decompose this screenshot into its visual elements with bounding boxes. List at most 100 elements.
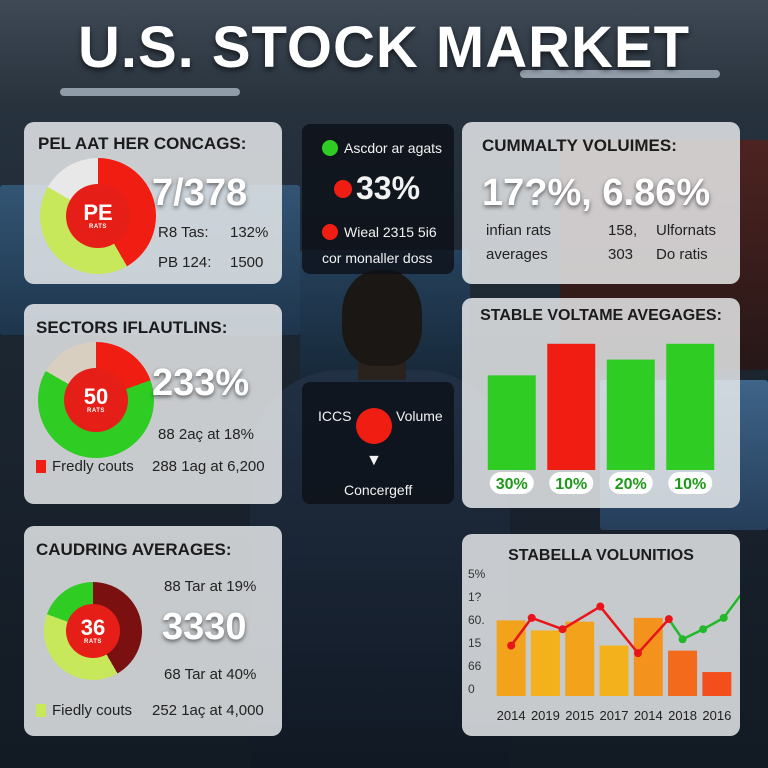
bar bbox=[487, 375, 536, 470]
y-tick-label: 60. bbox=[468, 613, 485, 627]
page-title: U.S. STOCK MARKET bbox=[77, 15, 691, 80]
center-mid-footer: Concergeff bbox=[344, 482, 413, 498]
bar-label-pill bbox=[489, 472, 534, 494]
pe-donut-label: PE bbox=[83, 200, 113, 225]
line-segment bbox=[637, 618, 670, 654]
bar-label-pill bbox=[668, 472, 713, 494]
averages-donut-center: 36 RATS bbox=[66, 604, 120, 658]
stabella-chart-panel: STABELLA VOLUNITIOS 2014 2019 2015 2017 2014… bbox=[462, 534, 740, 736]
center-stats-panel: Ascdor ar agats 33% Wieal 2315 5i6 cor m… bbox=[302, 124, 454, 274]
x-tick-label: 2018 bbox=[668, 708, 697, 723]
sectors-big-value: 233% bbox=[152, 362, 250, 404]
sectors-panel-title: SECTORS IFLAUTLINS: bbox=[36, 318, 228, 337]
down-arrow-icon: ▼ bbox=[366, 452, 382, 469]
line-point bbox=[634, 649, 642, 658]
volumes-row-1-c: Ulfornats bbox=[656, 222, 717, 239]
x-tick-label: 2014 bbox=[634, 708, 663, 723]
stabella-combo-chart: STABELLA VOLUNITIOS 2014 2019 2015 2017 2014… bbox=[468, 547, 740, 723]
sectors-donut-label: 50 bbox=[83, 384, 109, 409]
averages-big-value: 3330 bbox=[162, 606, 247, 648]
volumes-row-1-a: infian rats bbox=[486, 222, 552, 239]
center-footer: cor monaller doss bbox=[322, 250, 433, 266]
sectors-legend-value: 288 1ag at 6,200 bbox=[152, 458, 265, 475]
averages-legend-swatch bbox=[36, 704, 46, 717]
y-tick-label: 66 bbox=[468, 659, 482, 673]
bar bbox=[599, 645, 629, 696]
pe-row-1-value: 132% bbox=[230, 224, 269, 241]
averages-legend-value: 252 1aç at 4,000 bbox=[152, 702, 264, 719]
pe-row-2-label: PB 124: bbox=[158, 254, 212, 271]
line-point bbox=[699, 625, 708, 634]
center-row-1: Ascdor ar agats bbox=[344, 140, 443, 156]
volumes-row-2-c: Do ratis bbox=[656, 246, 708, 263]
sectors-panel: SECTORS IFLAUTLINS: 50 RATS 233% 88 2aç … bbox=[24, 304, 282, 504]
line-segment bbox=[599, 605, 639, 654]
bar bbox=[666, 343, 715, 470]
green-status-dot bbox=[322, 140, 338, 156]
volumes-big-value: 17?%, 6.86% bbox=[482, 172, 711, 214]
bar bbox=[668, 650, 698, 696]
bar-data-label: 10% bbox=[674, 476, 706, 493]
red-indicator-dot bbox=[356, 408, 392, 444]
sectors-donut-center: 50 RATS bbox=[64, 368, 128, 432]
bar bbox=[565, 621, 595, 696]
pe-panel-title: PEL AAT HER CONCAGS: bbox=[38, 134, 247, 153]
y-tick-label: 0 bbox=[468, 682, 475, 696]
combo-chart-title: STABELLA VOLUNITIOS bbox=[508, 547, 694, 564]
line-point bbox=[527, 613, 536, 622]
bar bbox=[530, 630, 560, 696]
line-segment bbox=[667, 618, 684, 641]
line-segment bbox=[722, 593, 740, 619]
center-volume-panel: ICCS Volume ▼ Concergeff bbox=[302, 382, 454, 504]
red-status-dot bbox=[334, 180, 352, 198]
sectors-legend-label: Fredly couts bbox=[52, 458, 134, 475]
ceiling-light bbox=[60, 88, 240, 96]
volumes-row-2-a: averages bbox=[486, 246, 548, 263]
averages-donut-sublabel: RATS bbox=[84, 639, 102, 645]
pe-donut-sublabel: RATS bbox=[89, 224, 107, 230]
center-left-label: ICCS bbox=[318, 408, 352, 424]
sectors-donut-sublabel: RATS bbox=[87, 408, 105, 414]
sectors-row: 88 2aç at 18% bbox=[158, 426, 254, 443]
bar bbox=[547, 343, 596, 470]
bar-chart-title: STABLE VOLTAME AVEGAGES: bbox=[480, 307, 722, 324]
line-point bbox=[719, 613, 728, 622]
averages-panel-title: CAUDRING AVERAGES: bbox=[36, 540, 232, 559]
line-segment bbox=[510, 617, 533, 647]
bar bbox=[702, 672, 732, 696]
averages-row-top: 88 Tar at 19% bbox=[164, 578, 257, 595]
bar-data-label: 30% bbox=[496, 476, 528, 493]
volumes-row-1-b: 158, bbox=[608, 222, 638, 239]
line-point bbox=[664, 615, 673, 624]
line-segment bbox=[561, 605, 601, 631]
line-point bbox=[678, 635, 687, 644]
y-tick-label: 1? bbox=[468, 590, 482, 604]
sectors-legend-swatch bbox=[36, 460, 46, 473]
pe-panel: PEL AAT HER CONCAGS: PE RATS 7/378 R8 Ta… bbox=[24, 122, 282, 284]
line-point bbox=[558, 625, 567, 634]
x-tick-label: 2017 bbox=[600, 708, 629, 723]
stable-volume-chart-panel: STABLE VOLTAME AVEGAGES: 30% 10% 20% 10% bbox=[462, 298, 740, 508]
averages-row-bottom: 68 Tar at 40% bbox=[164, 666, 257, 683]
stable-volume-bar-chart: STABLE VOLTAME AVEGAGES: 30% 10% 20% 10% bbox=[480, 307, 722, 494]
x-tick-label: 2016 bbox=[702, 708, 731, 723]
x-tick-label: 2019 bbox=[531, 708, 560, 723]
center-row-3: Wieal 2315 5i6 bbox=[344, 224, 437, 240]
volumes-panel: CUMMALTY VOLUIMES: 17?%, 6.86% infian ra… bbox=[462, 122, 740, 284]
center-row-2: 33% bbox=[356, 170, 421, 206]
pe-row-2-value: 1500 bbox=[230, 254, 264, 271]
ceiling-light bbox=[520, 70, 720, 78]
pe-row-1-label: R8 Tas: bbox=[158, 224, 209, 241]
averages-donut-label: 36 bbox=[80, 615, 106, 640]
y-tick-label: 15 bbox=[468, 636, 482, 650]
bar-data-label: 10% bbox=[555, 476, 587, 493]
pe-donut-center: PE RATS bbox=[66, 184, 130, 248]
x-tick-label: 2015 bbox=[565, 708, 594, 723]
volumes-panel-title: CUMMALTY VOLUIMES: bbox=[482, 136, 677, 155]
center-right-label: Volume bbox=[396, 408, 443, 424]
bar-data-label: 20% bbox=[615, 476, 647, 493]
averages-legend-label: Fiedly couts bbox=[52, 702, 133, 719]
bar bbox=[606, 359, 655, 470]
averages-panel: CAUDRING AVERAGES: 36 RATS 88 Tar at 19%… bbox=[24, 526, 282, 736]
line-point bbox=[596, 602, 605, 611]
